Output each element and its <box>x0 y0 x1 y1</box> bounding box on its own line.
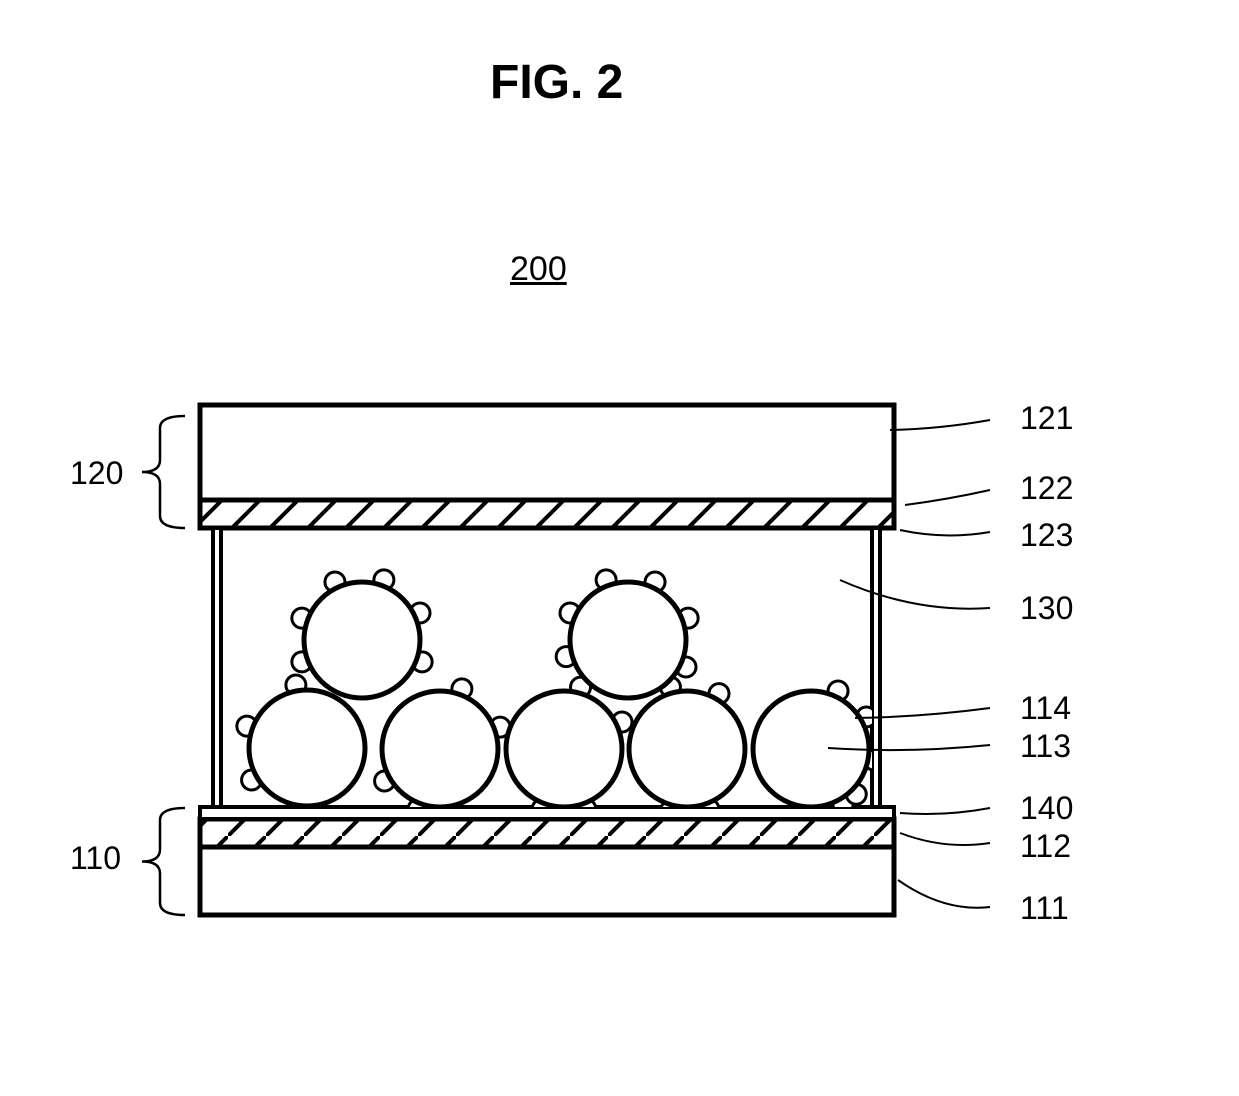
label-130: 130 <box>1020 590 1073 627</box>
label-113: 113 <box>1020 728 1071 765</box>
overall-ref: 200 <box>510 250 567 289</box>
label-123: 123 <box>1020 517 1073 554</box>
bracket-label-110: 110 <box>70 840 121 877</box>
label-111: 111 <box>1020 890 1069 927</box>
label-140: 140 <box>1020 790 1073 827</box>
bracket-label-120: 120 <box>70 455 123 492</box>
figure-container: { "figure": { "title": "FIG. 2", "title_… <box>0 0 1239 1096</box>
label-114: 114 <box>1020 690 1071 727</box>
label-112: 112 <box>1020 828 1071 865</box>
label-122: 122 <box>1020 470 1073 507</box>
label-121: 121 <box>1020 400 1073 437</box>
figure-title: FIG. 2 <box>490 55 623 110</box>
